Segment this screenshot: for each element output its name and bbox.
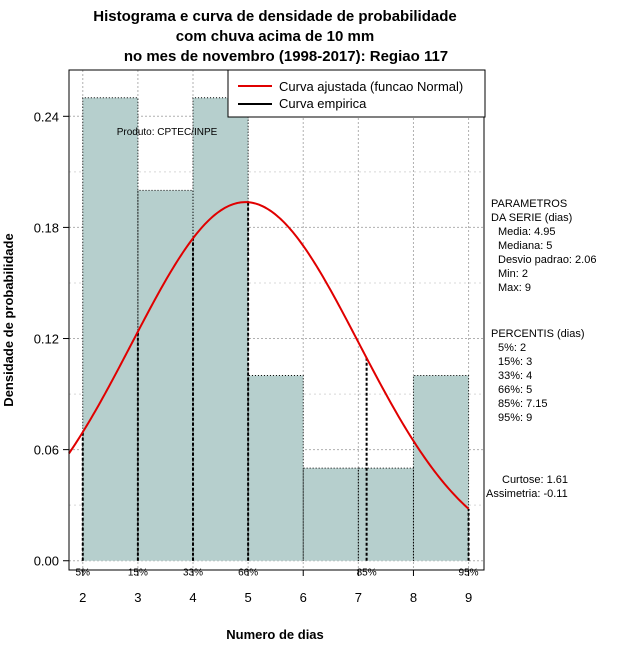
x-axis-title: Numero de dias (226, 627, 324, 642)
param-sd: Desvio padrao: 2.06 (498, 254, 596, 266)
parameters-heading-1: PARAMETROS (491, 198, 567, 210)
chart-title-line-2: com chuva acima de 10 mm (176, 28, 374, 45)
histogram-bar (193, 97, 249, 561)
pct-5: 5%: 2 (498, 342, 526, 354)
y-tick-label: 0.24 (34, 109, 59, 124)
x-tick-label: 2 (79, 590, 86, 605)
parameters-block: PARAMETROS DA SERIE (dias) Media: 4.95 M… (491, 198, 596, 294)
param-median: Mediana: 5 (498, 240, 552, 252)
parameters-heading-2: DA SERIE (dias) (491, 212, 572, 224)
histogram-bar (248, 375, 304, 561)
percentiles-heading: PERCENTIS (dias) (491, 328, 585, 340)
histogram-bar (303, 468, 359, 561)
skewness: Assimetria: -0.11 (486, 488, 568, 500)
histogram-bar (82, 97, 138, 561)
percentile-label: 85% (357, 568, 377, 579)
x-tick-label: 6 (300, 590, 307, 605)
fitted-normal-curve (68, 201, 470, 510)
bar-outline (82, 97, 139, 561)
pct-15: 15%: 3 (498, 356, 532, 368)
percentiles-block: PERCENTIS (dias) 5%: 2 15%: 3 33%: 4 66%… (491, 328, 585, 424)
chart-title-line-1: Histograma e curva de densidade de proba… (93, 8, 456, 25)
y-axis: 0.00 0.06 0.12 0.18 0.24 (34, 109, 69, 569)
pct-95: 95%: 9 (498, 412, 532, 424)
param-mean: Media: 4.95 (498, 226, 555, 238)
x-tick-label: 4 (189, 590, 196, 605)
y-tick-label: 0.12 (34, 332, 59, 347)
legend: Curva ajustada (funcao Normal) Curva emp… (227, 69, 486, 118)
kurtosis: Curtose: 1.61 (502, 474, 568, 486)
x-tick-label: 5 (244, 590, 251, 605)
pct-33: 33%: 4 (498, 370, 532, 382)
legend-box (227, 69, 486, 118)
pct-66: 66%: 5 (498, 384, 532, 396)
shape-block: Curtose: 1.61 Assimetria: -0.11 (486, 474, 568, 500)
histogram-bar (413, 375, 469, 561)
histogram-bars (82, 97, 469, 561)
x-axis: 2 3 4 5 6 7 8 9 (79, 570, 472, 605)
bar-outline (302, 467, 359, 561)
product-label: Produto: CPTEC/INPE (117, 127, 218, 138)
param-max: Max: 9 (498, 282, 531, 294)
y-axis-title: Densidade de probabilidade (1, 233, 16, 406)
x-tick-label: 7 (355, 590, 362, 605)
chart-title-line-3: no mes de novembro (1998-2017): Regiao 1… (124, 48, 448, 65)
y-tick-label: 0.18 (34, 220, 59, 235)
legend-fitted-label: Curva ajustada (funcao Normal) (279, 79, 463, 94)
pct-85: 85%: 7.15 (498, 398, 548, 410)
y-tick-label: 0.06 (34, 443, 59, 458)
x-tick-label: 9 (465, 590, 472, 605)
histogram-bar (137, 190, 194, 561)
x-tick-label: 8 (410, 590, 417, 605)
param-min: Min: 2 (498, 268, 528, 280)
bar-outline (357, 467, 414, 561)
legend-empirical-label: Curva empirica (279, 96, 367, 111)
y-tick-label: 0.00 (34, 554, 59, 569)
x-tick-label: 3 (134, 590, 141, 605)
